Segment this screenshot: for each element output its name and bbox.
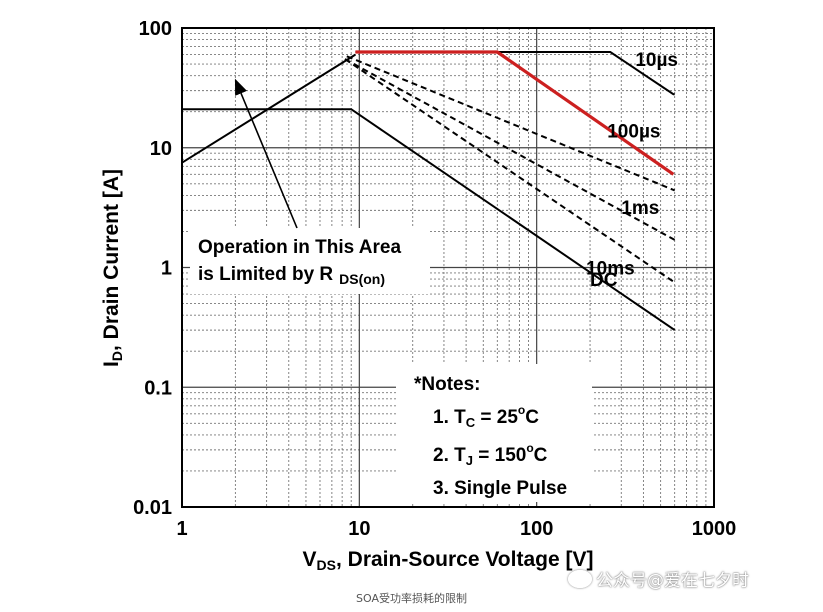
series-line-unlabeled: [344, 58, 676, 284]
x-tick-label: 1000: [692, 518, 737, 540]
y-tick-label: 1: [161, 258, 172, 280]
y-tick-label: 0.01: [133, 497, 172, 519]
series-line-100s: [355, 50, 675, 176]
plot-frame: [181, 27, 715, 508]
annotation-line-1: Operation in This Area: [198, 237, 401, 258]
watermark: 公众号@爱在七夕时: [568, 566, 749, 591]
notes-title: *Notes:: [414, 374, 481, 395]
curve-label: 100µs: [607, 121, 660, 142]
curve-label: 10ms: [586, 259, 635, 280]
x-tick-label: 100: [520, 518, 553, 540]
tick-labels: 1 10 100 1000 100 10 1 0.1 0.01: [133, 18, 736, 540]
annotation-arrow: [234, 78, 298, 229]
series-line-DC: [182, 108, 676, 331]
note-3: 3. Single Pulse: [433, 478, 567, 499]
series-line-10s: [355, 51, 675, 96]
series-line-1ms: [346, 55, 676, 192]
x-axis-label: VDS, Drain-Source Voltage [V]: [303, 548, 594, 573]
image-caption: SOA受功率损耗的限制: [356, 592, 467, 605]
x-tick-label: 10: [348, 518, 370, 540]
y-axis-label: ID, Drain Current [A]: [100, 169, 125, 367]
annotation-box: [190, 228, 430, 294]
note-2: 2. TJ = 150oC: [433, 441, 548, 468]
curve-label: DC: [590, 270, 618, 291]
annotation-line-2: is Limited by R DS(on): [198, 264, 385, 287]
notes-box: [396, 364, 592, 502]
wechat-icon: [568, 570, 592, 588]
note-1: 1. TC = 25oC: [433, 403, 539, 430]
curve-label: 1ms: [621, 198, 659, 219]
x-tick-label: 1: [176, 518, 187, 540]
y-tick-label: 100: [139, 18, 172, 40]
y-tick-label: 0.1: [144, 377, 172, 399]
curve-label: 10µs: [635, 50, 678, 71]
series-layer: [181, 50, 676, 331]
y-tick-label: 10: [150, 138, 172, 160]
series-line-10ms: [344, 58, 676, 241]
